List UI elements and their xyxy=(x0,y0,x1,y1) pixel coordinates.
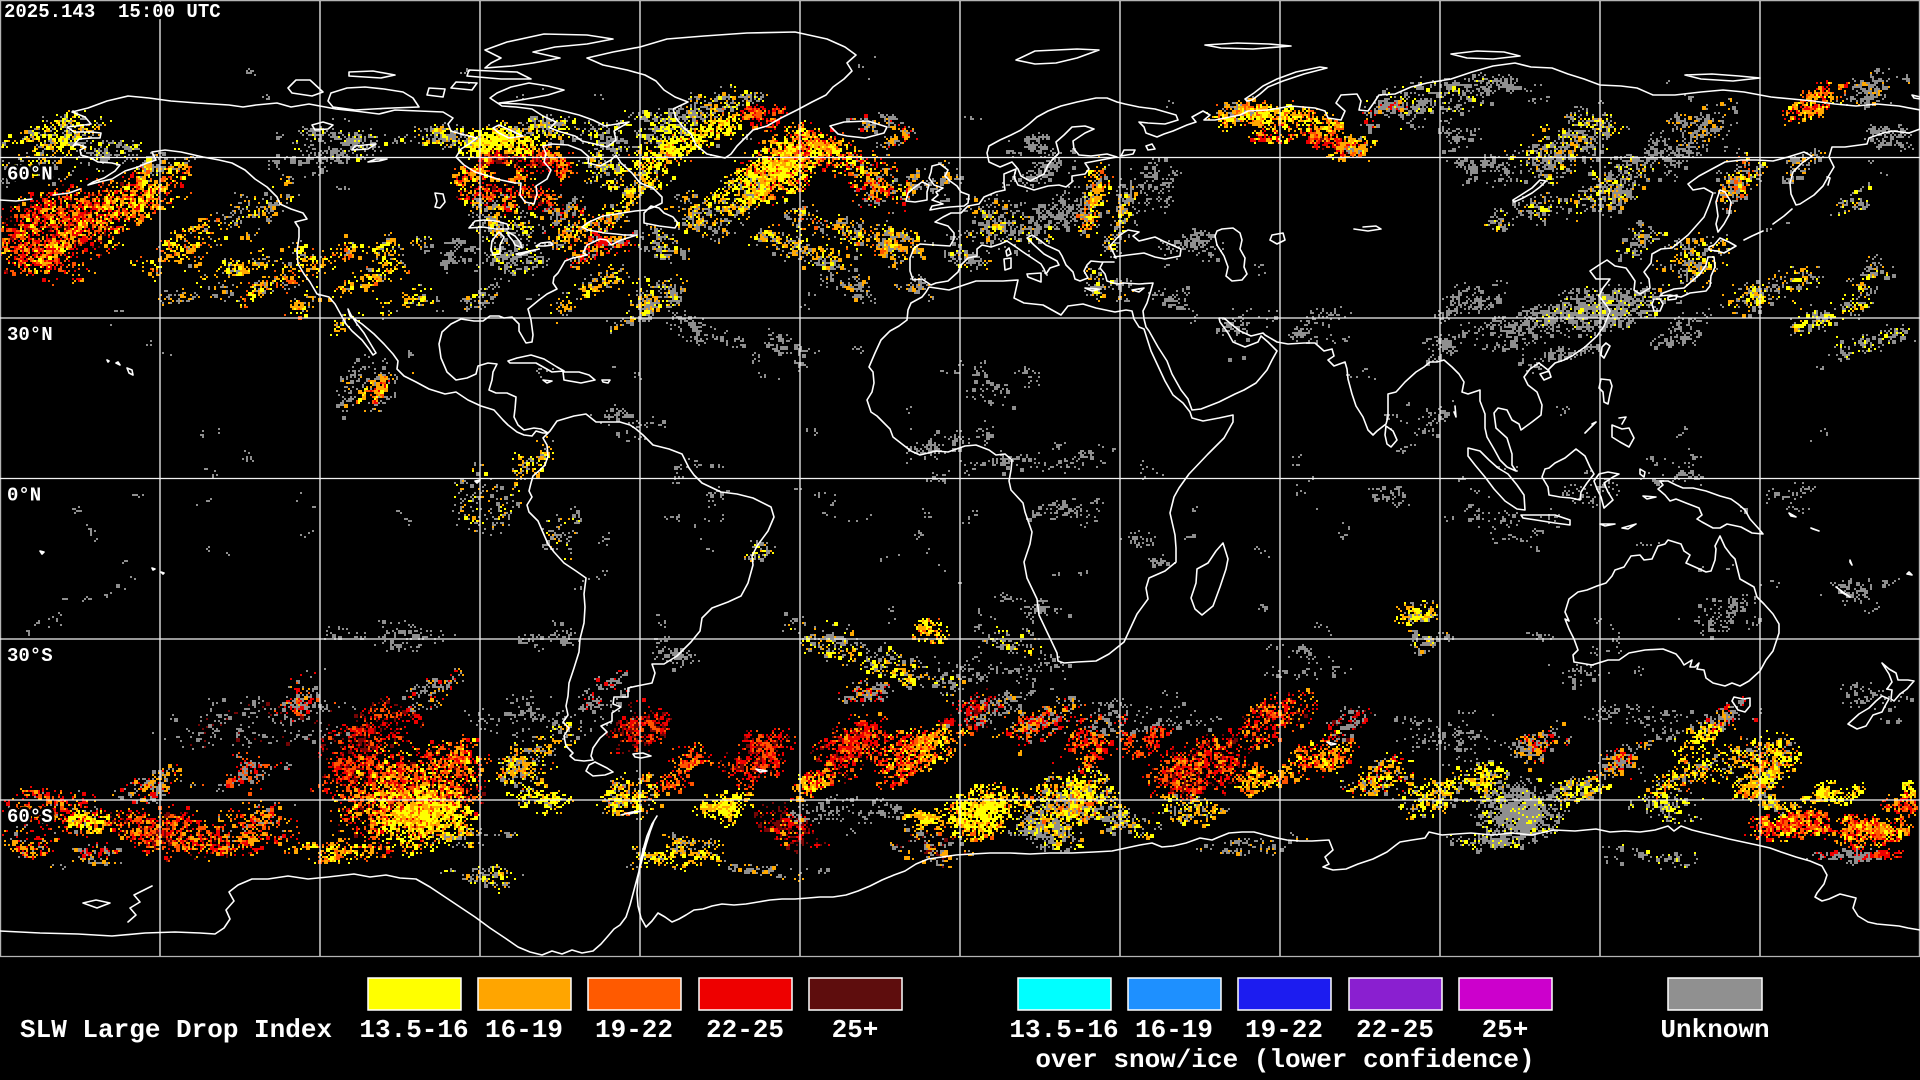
svg-text:25+: 25+ xyxy=(832,1015,879,1045)
svg-text:2025.143 15:00 UTC: 2025.143 15:00 UTC xyxy=(4,1,221,23)
svg-text:25+: 25+ xyxy=(1482,1015,1529,1045)
svg-text:0°N: 0°N xyxy=(7,485,41,507)
svg-text:over snow/ice (lower confidenc: over snow/ice (lower confidence) xyxy=(1035,1045,1534,1075)
svg-text:22-25: 22-25 xyxy=(706,1015,784,1045)
svg-text:13.5-16: 13.5-16 xyxy=(1009,1015,1118,1045)
svg-text:30°S: 30°S xyxy=(7,645,53,667)
svg-text:22-25: 22-25 xyxy=(1356,1015,1434,1045)
svg-text:Unknown: Unknown xyxy=(1660,1015,1769,1045)
svg-text:SLW Large Drop Index: SLW Large Drop Index xyxy=(20,1015,332,1045)
svg-text:16-19: 16-19 xyxy=(1135,1015,1213,1045)
svg-text:60°N: 60°N xyxy=(7,164,53,186)
svg-text:13.5-16: 13.5-16 xyxy=(359,1015,468,1045)
svg-text:16-19: 16-19 xyxy=(485,1015,563,1045)
svg-text:19-22: 19-22 xyxy=(595,1015,673,1045)
svg-text:19-22: 19-22 xyxy=(1245,1015,1323,1045)
svg-text:30°N: 30°N xyxy=(7,324,53,346)
svg-text:60°S: 60°S xyxy=(7,806,53,828)
